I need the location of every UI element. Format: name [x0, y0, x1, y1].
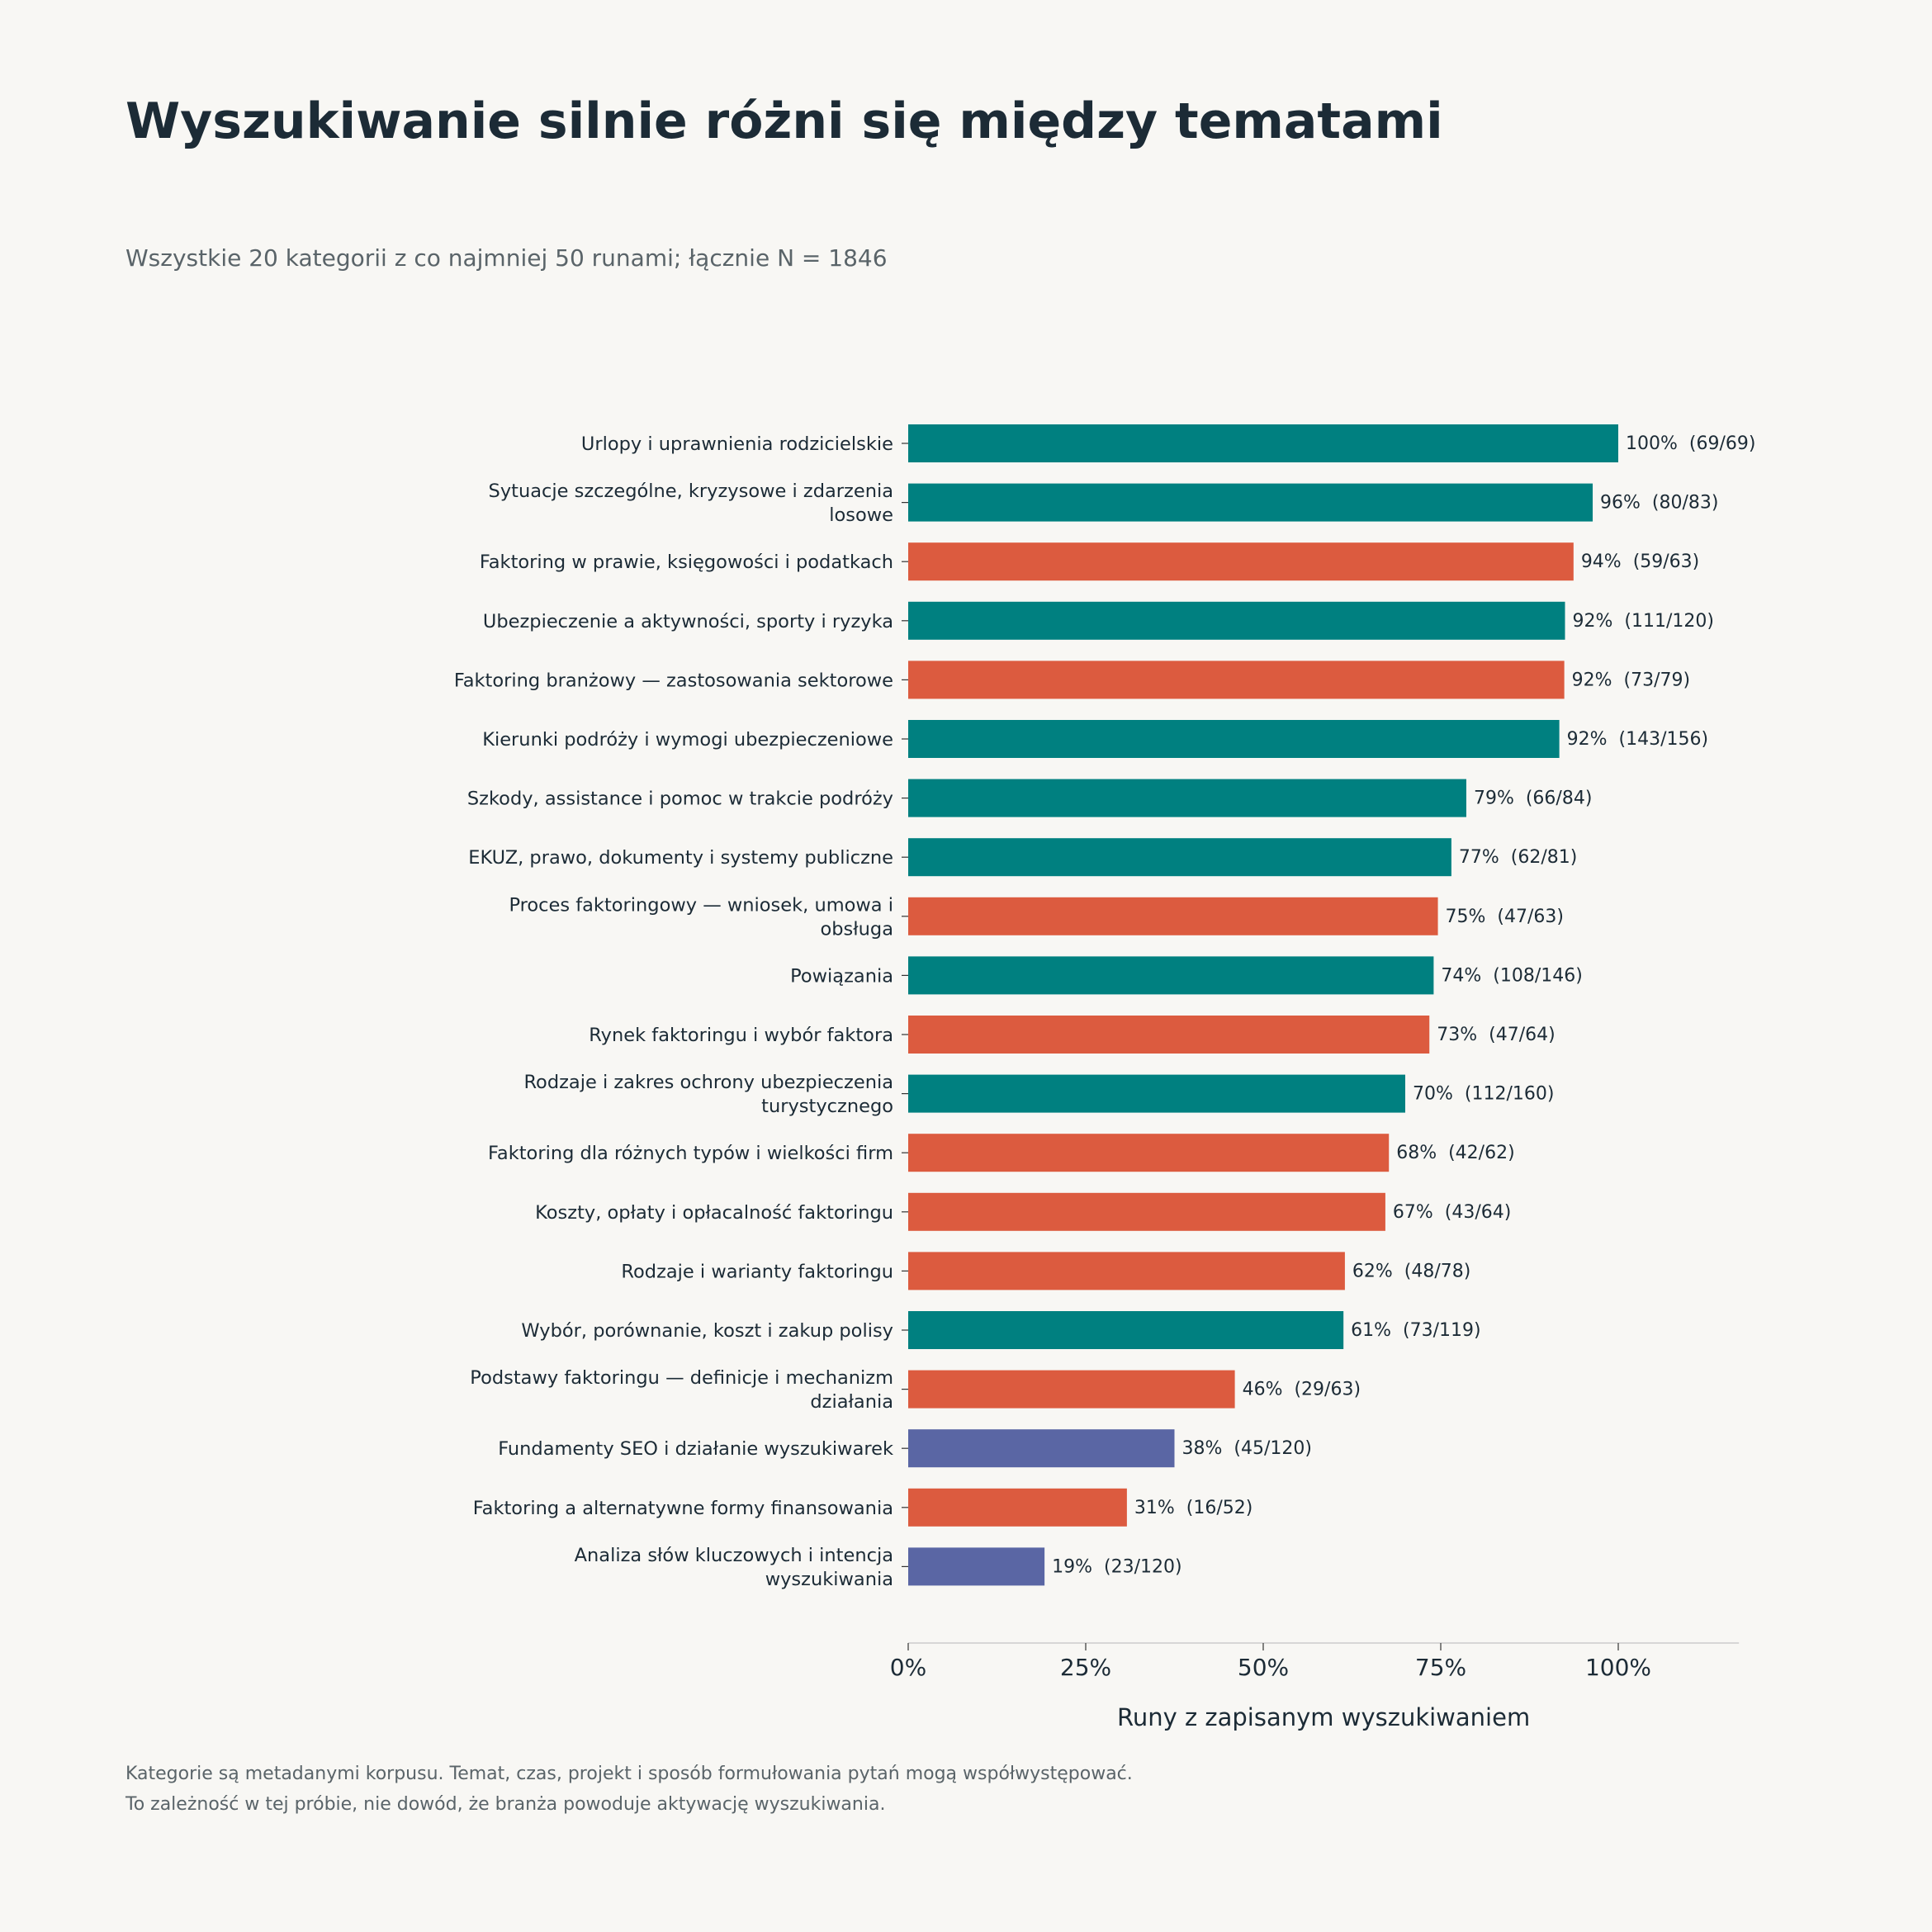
data-label: 73% (47/64): [1437, 1025, 1555, 1045]
bar: [908, 661, 1565, 699]
data-label: 61% (73/119): [1351, 1320, 1480, 1341]
bar: [908, 1192, 1385, 1231]
data-label: 70% (112/160): [1413, 1084, 1554, 1105]
category-label: Faktoring branżowy — zastosowania sektor…: [454, 670, 893, 691]
data-label: 92% (73/79): [1572, 670, 1690, 690]
x-tick-label: 25%: [1060, 1654, 1111, 1681]
x-tick-label: 50%: [1238, 1654, 1289, 1681]
category-label: Powiązania: [790, 965, 893, 987]
bar: [908, 897, 1438, 935]
bar: [908, 1016, 1430, 1054]
category-label: Fundamenty SEO i działanie wyszukiwarek: [498, 1438, 893, 1460]
bar: [908, 424, 1618, 462]
bar: [908, 1488, 1127, 1527]
x-tick-label: 100%: [1585, 1654, 1651, 1681]
category-label: Faktoring dla różnych typów i wielkości …: [488, 1143, 893, 1164]
bar: [908, 956, 1434, 995]
category-label: Urlopy i uprawnienia rodzicielskie: [581, 433, 893, 455]
data-label: 96% (80/83): [1600, 493, 1718, 514]
data-label: 74% (108/146): [1441, 965, 1582, 986]
data-label: 92% (111/120): [1573, 611, 1714, 632]
data-label: 79% (66/84): [1474, 788, 1592, 809]
x-axis-title: Runy z zapisanym wyszukiwaniem: [1117, 1703, 1530, 1731]
category-label: Podstawy faktoringu — definicje i mechan…: [470, 1367, 893, 1413]
footnote-line-2: To zależność w tej próbie, nie dowód, że…: [125, 1794, 886, 1815]
chart-subtitle: Wszystkie 20 kategorii z co najmniej 50 …: [125, 244, 888, 272]
category-label: Rodzaje i warianty faktoringu: [621, 1261, 893, 1282]
bar: [908, 483, 1593, 522]
data-label: 46% (29/63): [1243, 1380, 1361, 1400]
data-label: 38% (45/120): [1182, 1438, 1312, 1459]
bar: [908, 1134, 1390, 1172]
category-label: EKUZ, prawo, dokumenty i systemy publicz…: [468, 847, 893, 869]
x-tick-label: 0%: [890, 1654, 926, 1681]
category-label: Koszty, opłaty i opłacalność faktoringu: [535, 1202, 893, 1224]
data-label: 77% (62/81): [1459, 847, 1577, 868]
category-label: Wybór, porównanie, koszt i zakup polisy: [521, 1320, 893, 1342]
data-label: 19% (23/120): [1052, 1556, 1181, 1577]
category-label: Rodzaje i zakres ochrony ubezpieczenia tu…: [523, 1072, 893, 1117]
data-label: 68% (42/62): [1396, 1143, 1514, 1163]
bar: [908, 720, 1560, 758]
data-label: 31% (16/52): [1134, 1498, 1252, 1518]
bar: [908, 1429, 1175, 1468]
x-tick-label: 75%: [1415, 1654, 1466, 1681]
data-label: 100% (69/69): [1626, 433, 1755, 454]
bar: [908, 1074, 1405, 1113]
category-label: Ubezpieczenie a aktywności, sporty i ryz…: [483, 611, 893, 632]
category-label: Kierunki podróży i wymogi ubezpieczeniow…: [482, 729, 893, 751]
footnote-line-1: Kategorie są metadanymi korpusu. Temat, …: [125, 1764, 1133, 1784]
data-label: 62% (48/78): [1352, 1261, 1470, 1281]
category-label: Rynek faktoringu i wybór faktora: [589, 1025, 893, 1046]
category-label: Faktoring w prawie, księgowości i podatk…: [480, 552, 893, 573]
bar: [908, 779, 1466, 817]
chart-title: Wyszukiwanie silnie różni się między tem…: [125, 92, 1443, 150]
bar: [908, 1252, 1345, 1290]
data-label: 94% (59/63): [1581, 552, 1699, 572]
data-label: 92% (143/156): [1567, 729, 1708, 750]
category-label: Proces faktoringowy — wniosek, umowa i ob…: [509, 894, 893, 940]
bar: [908, 1547, 1045, 1586]
category-label: Faktoring a alternatywne formy finansowa…: [473, 1498, 893, 1519]
category-label: Analiza słów kluczowych i intencja wyszuk…: [575, 1545, 893, 1590]
data-label: 67% (43/64): [1393, 1202, 1511, 1223]
bar: [908, 542, 1574, 581]
bar: [908, 1370, 1235, 1409]
bar: [908, 838, 1451, 877]
category-label: Sytuacje szczególne, kryzysowe i zdarzen…: [489, 481, 893, 526]
bar: [908, 601, 1565, 640]
bar: [908, 1311, 1344, 1349]
category-label: Szkody, assistance i pomoc w trakcie pod…: [467, 788, 893, 810]
data-label: 75% (47/63): [1446, 907, 1564, 927]
